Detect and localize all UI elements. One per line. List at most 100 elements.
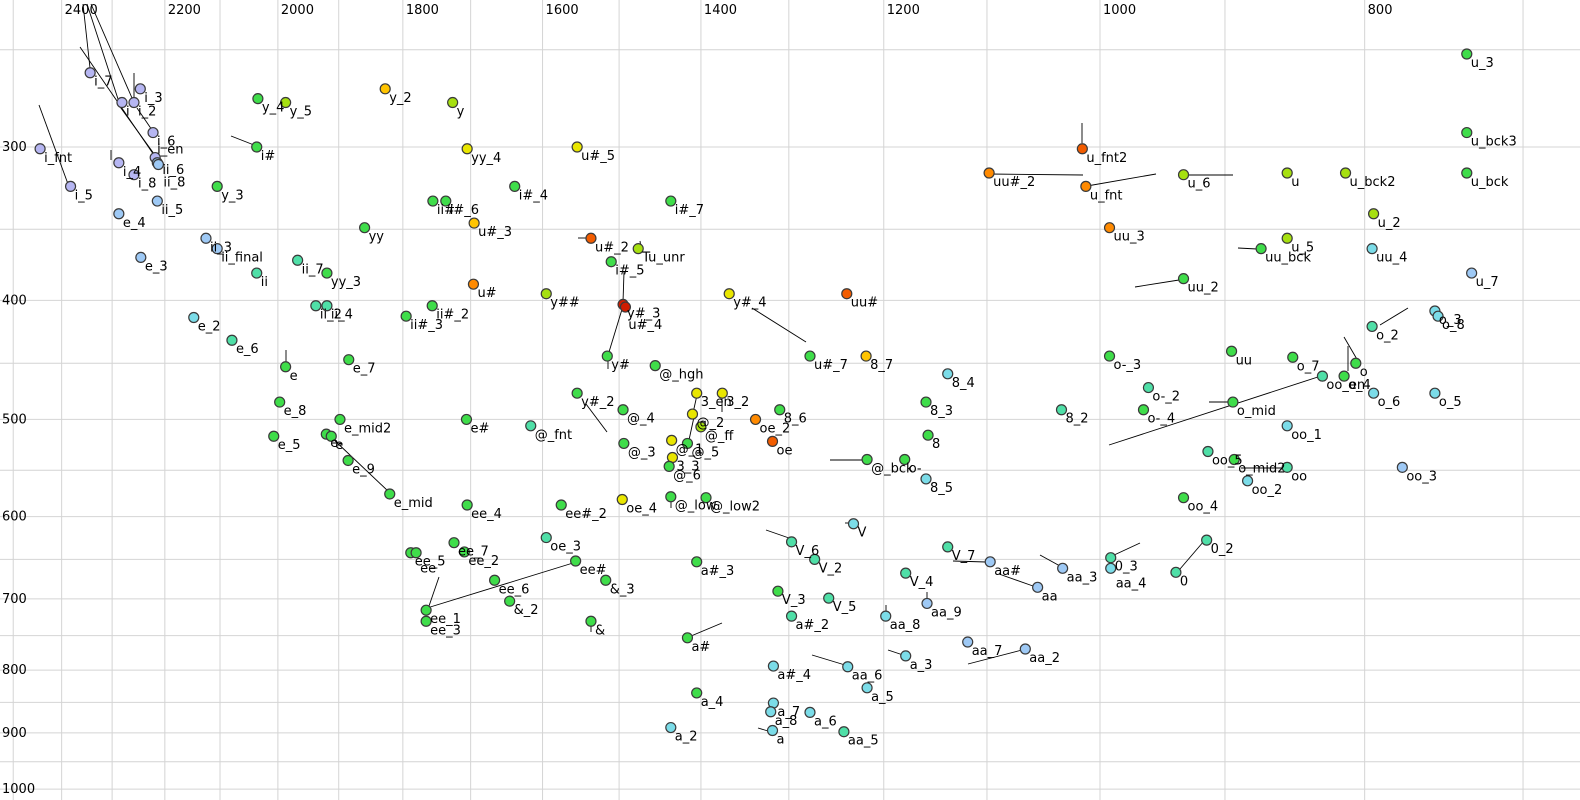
point-label-V_3: V_3 <box>782 593 806 608</box>
point-ii <box>251 267 263 279</box>
point-label-u#_5: u#_5 <box>581 149 615 164</box>
point-a_4 <box>691 687 703 699</box>
point-label-u_7: u_7 <box>1476 275 1499 290</box>
y-tick-label: 300 <box>2 140 27 155</box>
point-label-y_3: y_3 <box>221 188 243 203</box>
point-o_mid <box>1227 396 1239 408</box>
point-label-ii_6: ii_6 <box>162 163 184 178</box>
y-tick-label: 1000 <box>2 782 35 797</box>
point-label-V: V <box>858 526 867 541</box>
point-a_3 <box>900 650 912 662</box>
point-label-oo_3: oo_3 <box>1406 469 1437 484</box>
leader-line <box>136 107 153 131</box>
point-Tu_unr <box>632 243 644 255</box>
point-@_3 <box>618 437 630 450</box>
point-8_6 <box>774 404 786 416</box>
point-label-V_7: V_7 <box>952 549 976 564</box>
point-label-@_hgh: @_hgh <box>659 368 703 383</box>
point-ee_2 <box>458 546 470 558</box>
point-ii# <box>427 195 439 207</box>
point-u_bck3 <box>1461 126 1473 139</box>
point-y_3 <box>211 180 223 192</box>
point-label-aa_5: aa_5 <box>848 734 879 749</box>
point-yy <box>358 222 371 234</box>
leader-line <box>82 3 91 69</box>
point-label-e_3: e_3 <box>145 259 168 274</box>
point-V_2 <box>809 553 821 565</box>
point-u#_3 <box>468 217 480 229</box>
point-V_4 <box>900 567 912 579</box>
point-label-a#_2: a#_2 <box>796 618 830 633</box>
point-label-uu_4: uu_4 <box>1376 251 1407 266</box>
point-i <box>116 96 128 109</box>
point-3_en <box>691 387 703 399</box>
point-label-@_4: @_4 <box>627 412 655 427</box>
point-label-u#: u# <box>477 286 496 301</box>
point-label-V_2: V_2 <box>819 561 843 576</box>
point-3_2 <box>716 387 728 399</box>
point-y# <box>601 350 613 362</box>
point-label-aa_6: aa_6 <box>852 669 883 684</box>
point-i_6 <box>147 126 159 139</box>
point-label-ee: ee <box>420 562 436 577</box>
point-label-aa_9: aa_9 <box>931 605 962 620</box>
point-V_6 <box>785 536 798 548</box>
leader-line <box>428 576 440 607</box>
point-u#_7 <box>804 350 816 362</box>
point-label-u#_7: u#_7 <box>814 358 848 373</box>
point-label-@_1: @_1 <box>676 442 704 457</box>
point-@_low2 <box>700 492 712 504</box>
point-u_5 <box>1281 232 1293 244</box>
point-label-e-: e- <box>330 436 343 451</box>
point-label-e_mid2: e_mid2 <box>344 421 391 436</box>
point-label-3_en: 3_en <box>701 395 732 410</box>
point-label-y: y <box>457 105 465 120</box>
point-u_fnt <box>1080 180 1092 192</box>
point-label-o_4: o_4 <box>1348 378 1371 393</box>
point-o-_3 <box>1103 350 1116 362</box>
point-@_fnt <box>525 420 537 432</box>
point-u_bck2 <box>1339 167 1352 179</box>
point-e_4 <box>113 208 125 220</box>
point-label-y_4: y_4 <box>262 101 284 116</box>
point-label-e_2: e_2 <box>198 319 221 334</box>
x-tick-label: 1600 <box>546 3 579 18</box>
point-label-@_fnt: @_fnt <box>535 428 572 443</box>
point-label-yy_4: yy_4 <box>471 151 501 166</box>
point-e_3 <box>135 251 147 264</box>
point-label-i_en: i_en <box>157 143 183 158</box>
point-label-@_low2: @_low2 <box>710 500 760 515</box>
point-i#_4 <box>509 180 521 192</box>
point-y_5 <box>280 96 292 109</box>
point-e <box>325 430 337 442</box>
point-label-8_2: 8_2 <box>1065 412 1088 427</box>
point-label-8_5: 8_5 <box>930 481 953 496</box>
point-o_mid2 <box>1228 453 1240 466</box>
point-label-uu_3: uu_3 <box>1114 230 1145 245</box>
point-label-o-_4: o-_4 <box>1147 412 1175 427</box>
point-label-a_3: a_3 <box>910 658 933 673</box>
point-label-o_2: o_2 <box>1376 328 1399 343</box>
point-label-aa_7: aa_7 <box>972 644 1003 659</box>
point-uu_2 <box>1177 273 1190 285</box>
leader-line <box>608 305 624 353</box>
point-u#_2 <box>585 232 597 244</box>
point-label-oo_5: oo_5 <box>1212 454 1243 469</box>
point-label-u#_4: u#_4 <box>628 318 662 333</box>
point-i# <box>251 141 263 153</box>
point-aa <box>1032 581 1044 593</box>
point-oe_3 <box>540 531 552 544</box>
point-0 <box>1170 566 1182 578</box>
point-@_6 <box>663 460 675 472</box>
point-uu <box>1225 345 1238 357</box>
point-label-ii_8: ii_8 <box>163 175 185 190</box>
point-ii_8 <box>152 158 164 171</box>
point-u#_5 <box>571 141 583 153</box>
y-tick-label: 400 <box>2 293 27 308</box>
point-yy_3 <box>321 267 333 279</box>
point-@_low <box>665 491 677 503</box>
x-tick-label: 800 <box>1368 3 1393 18</box>
point-oo <box>1281 461 1293 473</box>
leader-line <box>1237 247 1258 250</box>
